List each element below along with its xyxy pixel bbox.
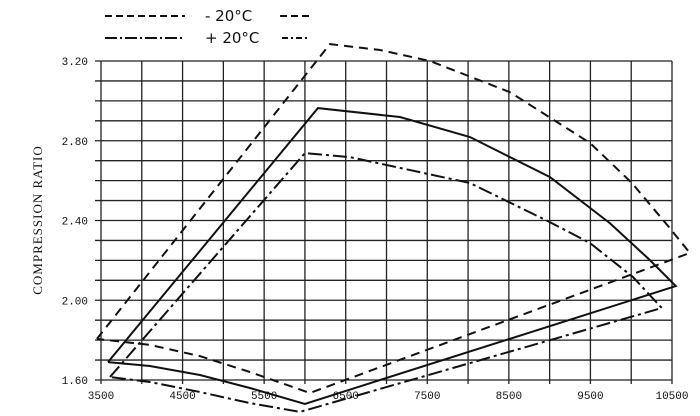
grid: [95, 60, 673, 384]
x-tick-label: 4500: [169, 391, 195, 403]
x-tick-label: 8500: [496, 391, 522, 403]
legend-label-plus20: + 20°C: [205, 29, 259, 47]
x-tick-labels: 3500 4500 5500 6500 7500 8500 9500 10500: [88, 391, 689, 403]
y-tick-labels: 1.60 2.00 2.40 2.80 3.20: [62, 57, 88, 388]
y-tick-label: 2.00: [62, 296, 88, 308]
x-tick-label: 9500: [577, 391, 603, 403]
curve-dash-dot-2: [109, 152, 664, 413]
x-tick-label: 10500: [655, 391, 688, 403]
y-axis-label: COMPRESSION RATIO: [30, 145, 45, 295]
legend-label-minus20: - 20°C: [205, 7, 252, 25]
x-tick-label: 3500: [88, 391, 114, 403]
y-tick-label: 3.20: [62, 57, 88, 69]
curves: [96, 43, 692, 413]
y-tick-label: 1.60: [62, 376, 88, 388]
y-tick-label: 2.40: [62, 217, 88, 229]
legend: - 20°C + 20°C: [105, 7, 310, 47]
curve-solid-1: [107, 107, 678, 405]
x-tick-label: 7500: [414, 391, 440, 403]
y-tick-label: 2.80: [62, 137, 88, 149]
